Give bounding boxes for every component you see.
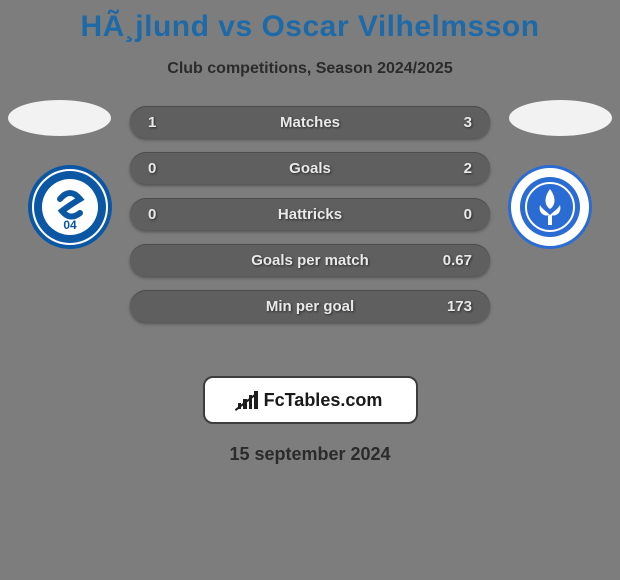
stat-row: 0Goals2 [130, 152, 490, 184]
stat-right-value: 2 [422, 160, 472, 177]
right-team-crest [500, 164, 600, 250]
subtitle: Club competitions, Season 2024/2025 [0, 60, 620, 78]
svg-text:04: 04 [63, 218, 77, 232]
right-flag-oval [509, 100, 612, 136]
footer-date: 15 september 2024 [0, 444, 620, 465]
schalke-s-icon: 04 [40, 177, 100, 237]
stat-left-value: 1 [148, 114, 198, 131]
stat-right-value: 173 [422, 298, 472, 315]
stat-right-value: 3 [422, 114, 472, 131]
stat-rows: 1Matches30Goals20Hattricks0Goals per mat… [130, 106, 490, 336]
stat-label: Min per goal [198, 298, 422, 315]
stat-left-value: 0 [148, 206, 198, 223]
stat-row: Min per goal173 [130, 290, 490, 322]
left-flag-oval [8, 100, 111, 136]
stat-right-value: 0.67 [422, 252, 472, 269]
darmstadt-lily-icon [518, 175, 582, 239]
stat-right-value: 0 [422, 206, 472, 223]
stat-label: Hattricks [198, 206, 422, 223]
brand-name: FcTables.com [264, 390, 383, 411]
darmstadt-icon [508, 165, 592, 249]
stat-label: Goals per match [198, 252, 422, 269]
stat-row: 1Matches3 [130, 106, 490, 138]
left-team-crest: 04 [20, 164, 120, 250]
page-title: HÃ¸jlund vs Oscar Vilhelmsson [0, 0, 620, 44]
comparison-card: HÃ¸jlund vs Oscar Vilhelmsson Club compe… [0, 0, 620, 580]
stat-label: Matches [198, 114, 422, 131]
schalke-icon: 04 [28, 165, 112, 249]
stat-row: 0Hattricks0 [130, 198, 490, 230]
stat-left-value: 0 [148, 160, 198, 177]
content-area: 04 1Matches30Goals20Hattricks0Goals per … [0, 106, 620, 366]
brand-logo-box[interactable]: FcTables.com [203, 376, 418, 424]
stat-label: Goals [198, 160, 422, 177]
bar-chart-icon [238, 391, 258, 409]
stat-row: Goals per match0.67 [130, 244, 490, 276]
